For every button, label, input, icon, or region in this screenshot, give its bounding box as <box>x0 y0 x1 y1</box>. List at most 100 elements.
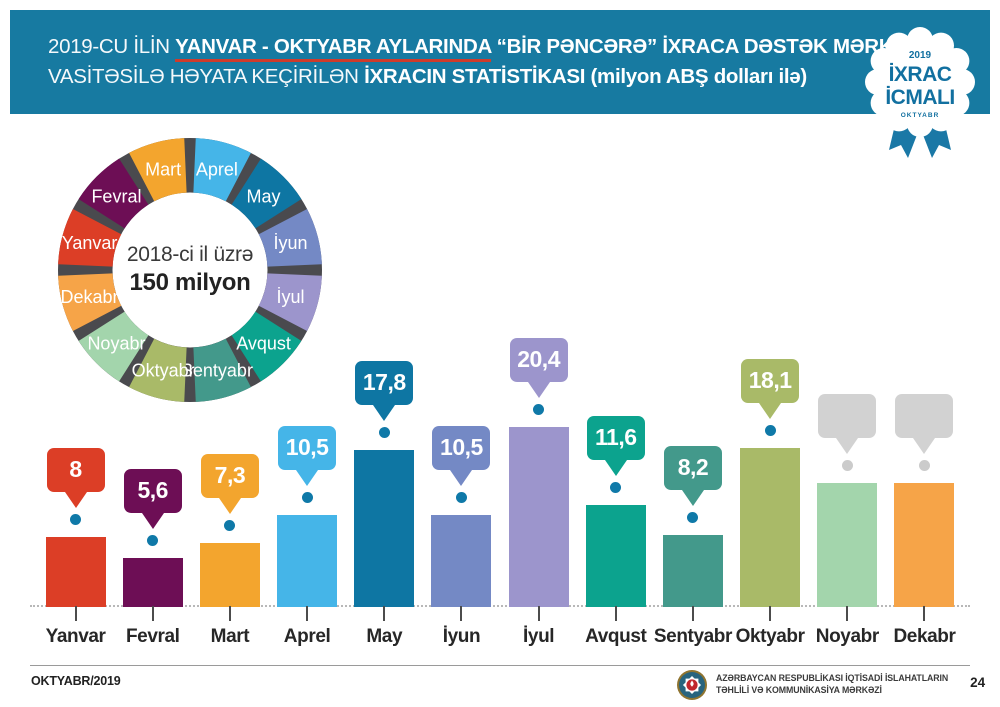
bar-column-yanvar: 8 Yanvar <box>37 300 114 647</box>
axis-tick <box>460 606 463 621</box>
subtitle-bold: İXRACIN STATİSTİKASI (milyon ABŞ dolları… <box>364 65 807 88</box>
donut-label-i̇yul: İyul <box>276 287 304 307</box>
badge-text-3: OKTYABR <box>901 112 940 119</box>
bar <box>585 505 646 607</box>
month-label: Aprel <box>283 626 331 647</box>
bar-column-i̇yun: 10,5 İyun <box>423 300 500 647</box>
callout-pointer-icon <box>141 513 164 529</box>
value-callout: 10,5 <box>278 426 337 470</box>
title-line-2: VASİTƏSİLƏ HƏYATA KEÇİRİLƏN İXRACIN STAT… <box>48 62 926 92</box>
callout-pointer-icon <box>218 498 241 514</box>
bar <box>662 535 723 607</box>
bar-column-sentyabr: 8,2 Sentyabr <box>654 300 732 647</box>
footer-date: OKTYABR/2019 <box>31 674 121 688</box>
callout-dot-icon <box>687 512 699 523</box>
axis-tick <box>383 606 386 621</box>
value-callout: 8 <box>46 448 105 492</box>
value-callout: 17,8 <box>355 361 414 405</box>
footer-divider <box>30 665 970 666</box>
donut-segment-avqust <box>231 311 302 382</box>
donut-segment-i̇yul <box>258 273 322 331</box>
bar <box>277 515 338 607</box>
callout-dot-icon <box>610 482 622 493</box>
value-callout: 11,6 <box>586 416 645 460</box>
donut-chart-2018: Aprel May İyun İyul Avqust Sentyabr Oktyabr Noy… <box>58 138 322 402</box>
value-callout: 10,5 <box>432 426 491 470</box>
bar-column-may: 17,8 May <box>346 300 423 647</box>
footer-org-line2: TƏHLİLİ VƏ KOMMUNİKASİYA MƏRKƏZİ <box>716 685 882 695</box>
axis-tick <box>769 606 772 621</box>
badge-text-0: 2019 <box>909 50 932 61</box>
bar <box>45 537 106 607</box>
donut-segment-dekabr <box>58 273 122 331</box>
callout-pointer-icon <box>681 490 704 506</box>
value-callout: 5,6 <box>123 469 182 513</box>
bar <box>894 483 955 607</box>
donut-segment-i̇yun <box>258 209 322 267</box>
header-band: 2019-CU İLİN YANVAR - OKTYABR AYLARINDA … <box>10 10 990 114</box>
month-label: İyul <box>523 626 555 647</box>
bar-column-mart: 7,3 Mart <box>191 300 268 647</box>
callout-dot-icon <box>841 460 853 471</box>
bar <box>817 483 878 607</box>
donut-label-oktyabr: Oktyabr <box>132 360 195 380</box>
value-callout <box>818 394 877 438</box>
donut-segment-fevral <box>78 158 149 229</box>
axis-tick <box>228 606 231 621</box>
title-line-1: 2019-CU İLİN YANVAR - OKTYABR AYLARINDA … <box>48 32 926 62</box>
bar <box>508 427 569 607</box>
callout-dot-icon <box>224 520 236 531</box>
callout-dot-icon <box>301 492 313 503</box>
donut-label-aprel: Aprel <box>196 160 238 180</box>
value-callout: 18,1 <box>741 359 800 403</box>
callout-dot-icon <box>918 460 930 471</box>
callout-dot-icon <box>378 427 390 438</box>
axis-tick <box>537 606 540 621</box>
callout-dot-icon <box>70 514 82 525</box>
donut-segment-oktyabr <box>129 338 187 402</box>
axis-tick <box>691 606 694 621</box>
axis-tick <box>74 606 77 621</box>
donut-segment-may <box>231 158 302 229</box>
page-title: 2019-CU İLİN YANVAR - OKTYABR AYLARINDA … <box>48 32 926 92</box>
donut-label-yanvar: Yanvar <box>62 233 118 253</box>
callout-dot-icon <box>764 425 776 436</box>
bar <box>431 515 492 607</box>
donut-label-mart: Mart <box>145 160 181 180</box>
callout-pointer-icon <box>759 403 782 419</box>
bar-column-noyabr: Noyabr <box>809 300 886 647</box>
callout-pointer-icon <box>64 492 87 508</box>
month-label: Fevral <box>125 626 180 647</box>
month-label: Sentyabr <box>653 626 733 647</box>
value-callout <box>895 394 954 438</box>
footer-org-block: AZƏRBAYCAN RESPUBLİKASI İQTİSADİ İSLAHAT… <box>676 669 985 701</box>
callout-pointer-icon <box>373 405 396 421</box>
month-label: Noyabr <box>815 626 879 647</box>
chart-baseline <box>30 605 970 607</box>
callout-dot-icon <box>533 404 545 415</box>
donut-label-may: May <box>247 186 281 206</box>
bar-column-oktyabr: 18,1 Oktyabr <box>732 300 809 647</box>
bar-chart: 8 Yanvar 5,6 Fevral 7,3 Mart 10,5 Aprel 17,8 May 1… <box>37 300 963 647</box>
title-bold: “BİR PƏNCƏRƏ” İXRACA DƏSTƏK MƏRKƏZİ <box>491 35 926 58</box>
callout-pointer-icon <box>527 382 550 398</box>
footer-org-line1: AZƏRBAYCAN RESPUBLİKASI İQTİSADİ İSLAHAT… <box>716 673 949 683</box>
callout-dot-icon <box>147 535 159 546</box>
month-label: İyun <box>442 626 481 647</box>
title-underlined: YANVAR - OKTYABR AYLARINDA <box>175 35 492 62</box>
donut-segment-sentyabr <box>193 338 251 402</box>
month-label: Dekabr <box>893 626 956 647</box>
callout-pointer-icon <box>836 438 859 454</box>
bar-column-aprel: 10,5 Aprel <box>269 300 346 647</box>
callout-pointer-icon <box>296 470 319 486</box>
value-callout: 20,4 <box>509 338 568 382</box>
donut-center-line1: 2018-ci il üzrə <box>126 243 254 266</box>
donut-label-sentyabr: Sentyabr <box>181 360 253 380</box>
donut-label-dekabr: Dekabr <box>61 287 119 307</box>
badge-text-2: İCMALI <box>885 86 954 109</box>
title-prefix: 2019-CU İLİN <box>48 35 176 58</box>
footer-org-name: AZƏRBAYCAN RESPUBLİKASI İQTİSADİ İSLAHAT… <box>716 672 948 696</box>
